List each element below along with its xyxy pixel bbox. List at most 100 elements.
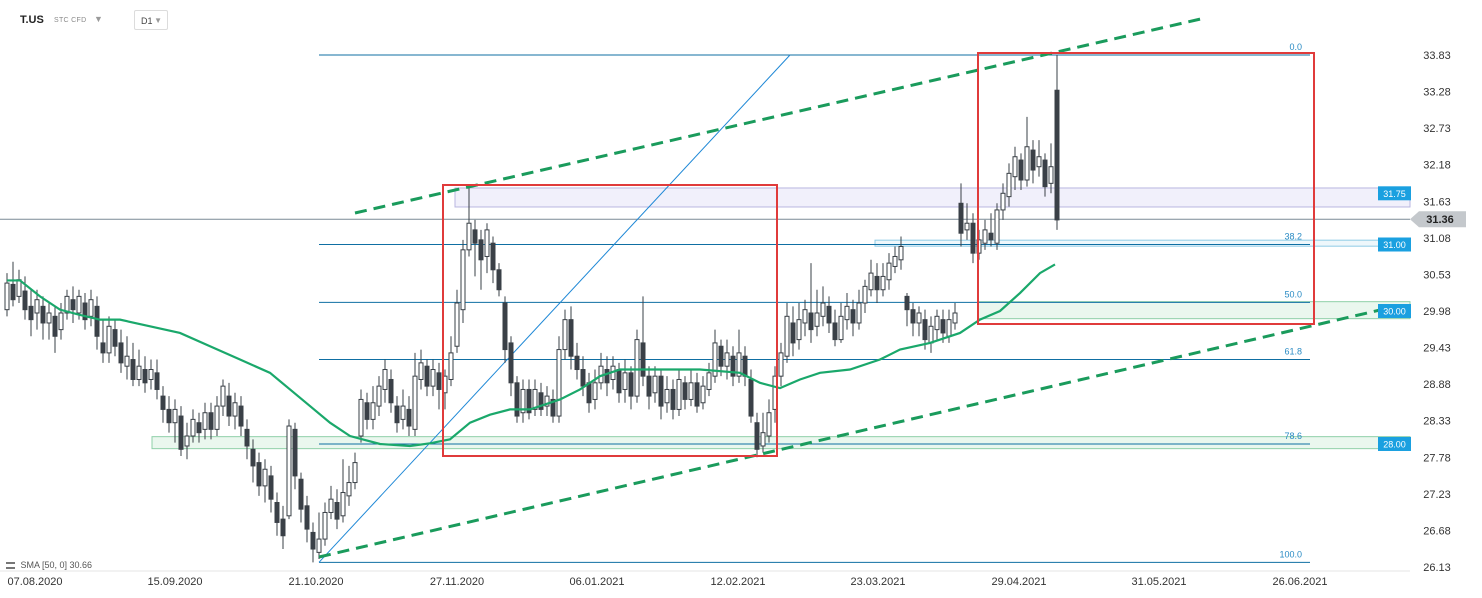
candle-body: [172, 408, 178, 424]
candle-body: [88, 299, 94, 317]
candle-body: [646, 375, 652, 397]
candle-body: [604, 369, 610, 384]
candle-body: [700, 385, 706, 404]
price-tag-30.00: [1378, 304, 1411, 318]
candle-body: [262, 468, 268, 487]
candles: [4, 55, 1060, 563]
candle-body: [310, 531, 316, 550]
support-zone-28: [151, 436, 1411, 450]
fib-label-78.6: 78.6: [1284, 431, 1302, 441]
candle-body: [106, 325, 112, 354]
candle-body: [430, 369, 436, 387]
candle-body: [484, 229, 490, 257]
candle-body: [568, 319, 574, 357]
candle-body: [196, 422, 202, 434]
candle-body: [448, 352, 454, 380]
candle-body: [814, 312, 820, 327]
chevron-down-icon[interactable]: ▼: [94, 14, 103, 24]
candle-body: [952, 312, 958, 324]
candle-body: [790, 322, 796, 344]
candle-body: [70, 299, 76, 311]
fib-label-0.0: 0.0: [1289, 42, 1302, 52]
candle-body: [934, 315, 940, 331]
fib-label-100.0: 100.0: [1279, 549, 1302, 559]
candle-body: [736, 352, 742, 377]
x-tick-label: 27.11.2020: [430, 576, 484, 588]
candle-body: [1018, 159, 1024, 181]
candle-body: [328, 498, 334, 513]
candle-body: [136, 365, 142, 380]
candle-body: [898, 246, 904, 261]
candle-body: [628, 372, 634, 397]
x-tick-label: 21.10.2020: [288, 576, 343, 588]
candle-body: [94, 305, 100, 337]
x-tick-label: 12.02.2021: [710, 576, 765, 588]
candle-body: [40, 305, 46, 324]
candle-body: [712, 342, 718, 377]
x-tick-label: 29.04.2021: [991, 576, 1046, 588]
indicator-icon: [6, 562, 15, 570]
candle-body: [1012, 156, 1018, 178]
candle-body: [796, 319, 802, 341]
candle-body: [862, 285, 868, 304]
price-tag-text: 28.00: [1383, 439, 1406, 449]
y-tick-label: 29.43: [1423, 343, 1451, 355]
indicator-legend[interactable]: SMA [50, 0] 30.66: [6, 560, 92, 570]
candle-body: [214, 405, 220, 430]
candle-body: [412, 375, 418, 430]
candle-body: [82, 302, 88, 321]
candle-body: [76, 295, 82, 314]
timeframe-label: D1: [141, 16, 153, 26]
candle-body: [718, 345, 724, 367]
candle-body: [220, 385, 226, 407]
candle-body: [514, 382, 520, 417]
candle-body: [190, 418, 196, 437]
candle-body: [292, 428, 298, 477]
candle-body: [820, 302, 826, 317]
candle-body: [682, 382, 688, 400]
y-tick-label: 27.78: [1423, 452, 1451, 464]
price-tag-31.75: [1378, 186, 1411, 201]
chevron-down-icon: ▼: [154, 16, 162, 25]
price-tag-28.00: [1378, 436, 1411, 451]
candle-body: [496, 269, 502, 291]
price-tag-text: 31.75: [1383, 189, 1406, 199]
candle-body: [1024, 146, 1030, 181]
trend-line-blue: [318, 54, 791, 563]
candle-body: [520, 388, 526, 414]
timeframe-select[interactable]: D1 ▼: [134, 10, 168, 30]
candle-body: [160, 395, 166, 410]
candle-body: [982, 229, 988, 244]
candle-body: [502, 302, 508, 351]
candle-body: [4, 282, 10, 311]
symbol-label[interactable]: T.US: [20, 14, 44, 26]
candle-body: [16, 279, 22, 297]
candle-body: [418, 362, 424, 380]
candle-body: [922, 319, 928, 341]
candle-body: [940, 319, 946, 334]
candle-body: [124, 355, 130, 367]
candle-body: [322, 511, 328, 540]
candle-body: [892, 255, 898, 267]
candle-body: [670, 388, 676, 410]
candle-body: [910, 309, 916, 324]
current-price-tag: [1410, 211, 1466, 228]
candle-body: [946, 319, 952, 337]
candle-body: [244, 428, 250, 447]
candle-body: [466, 222, 472, 251]
candle-body: [232, 402, 238, 417]
candle-body: [1042, 159, 1048, 188]
candle-body: [748, 378, 754, 417]
candle-body: [994, 209, 1000, 244]
candle-body: [286, 425, 292, 517]
candle-body: [202, 412, 208, 430]
candle-body: [166, 408, 172, 424]
instrument-type-label: STC CFD: [54, 17, 87, 24]
candle-body: [694, 382, 700, 407]
candle-body: [658, 375, 664, 407]
candle-body: [364, 402, 370, 420]
candle-body: [28, 305, 34, 321]
candle-body: [280, 518, 286, 537]
indicator-label: SMA [50, 0] 30.66: [20, 560, 93, 570]
